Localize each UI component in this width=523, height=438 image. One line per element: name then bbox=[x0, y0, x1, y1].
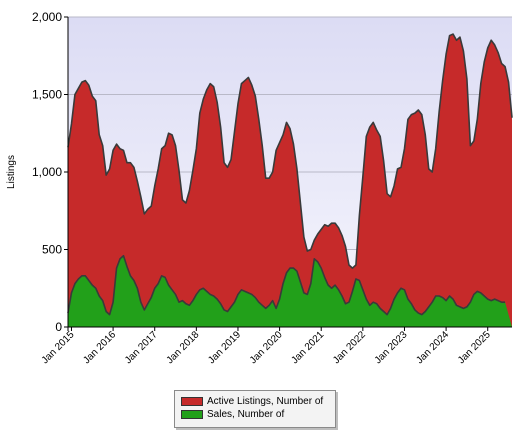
y-axis-title: Listings bbox=[6, 155, 17, 189]
series-areas bbox=[67, 33, 513, 328]
x-tick-label-1: Jan 2016 bbox=[81, 329, 118, 366]
x-tick-label-4: Jan 2019 bbox=[206, 329, 243, 366]
y-tick-label-2: 1,000 bbox=[32, 165, 62, 179]
x-tick-label-0: Jan 2015 bbox=[40, 329, 77, 366]
x-tick-labels: Jan 2015 Jan 2016 Jan 2017 Jan 2018 Jan 2019… bbox=[40, 327, 493, 366]
legend-swatch-active-listings bbox=[181, 397, 203, 406]
legend-label-sales: Sales, Number of bbox=[207, 409, 285, 420]
x-tick-label-2: Jan 2017 bbox=[123, 329, 160, 366]
legend-item-active-listings: Active Listings, Number of bbox=[181, 395, 329, 408]
x-tick-label-5: Jan 2020 bbox=[248, 329, 285, 366]
legend-swatch-sales bbox=[181, 410, 203, 419]
x-tick-label-3: Jan 2018 bbox=[165, 329, 202, 366]
series-area-0 bbox=[68, 34, 512, 328]
x-tick-label-10: Jan 2025 bbox=[456, 329, 493, 366]
x-tick-label-6: Jan 2021 bbox=[289, 329, 326, 366]
axes bbox=[64, 17, 512, 331]
y-tick-label-4: 2,000 bbox=[32, 10, 62, 24]
x-tick-label-8: Jan 2023 bbox=[373, 329, 410, 366]
y-tick-label-0: 0 bbox=[55, 320, 62, 334]
y-tick-labels: 0 500 1,000 1,500 2,000 bbox=[32, 10, 68, 334]
legend: Active Listings, Number of Sales, Number… bbox=[174, 390, 336, 428]
x-tick-label-9: Jan 2024 bbox=[414, 329, 451, 366]
legend-item-sales: Sales, Number of bbox=[181, 408, 329, 421]
series-line-0 bbox=[67, 33, 513, 269]
series-line-1 bbox=[67, 254, 506, 316]
y-tick-label-3: 1,500 bbox=[32, 88, 62, 102]
series-area-1 bbox=[68, 255, 512, 327]
legend-label-active-listings: Active Listings, Number of bbox=[207, 396, 324, 407]
y-tick-label-1: 500 bbox=[42, 243, 62, 257]
x-tick-label-7: Jan 2022 bbox=[331, 329, 368, 366]
